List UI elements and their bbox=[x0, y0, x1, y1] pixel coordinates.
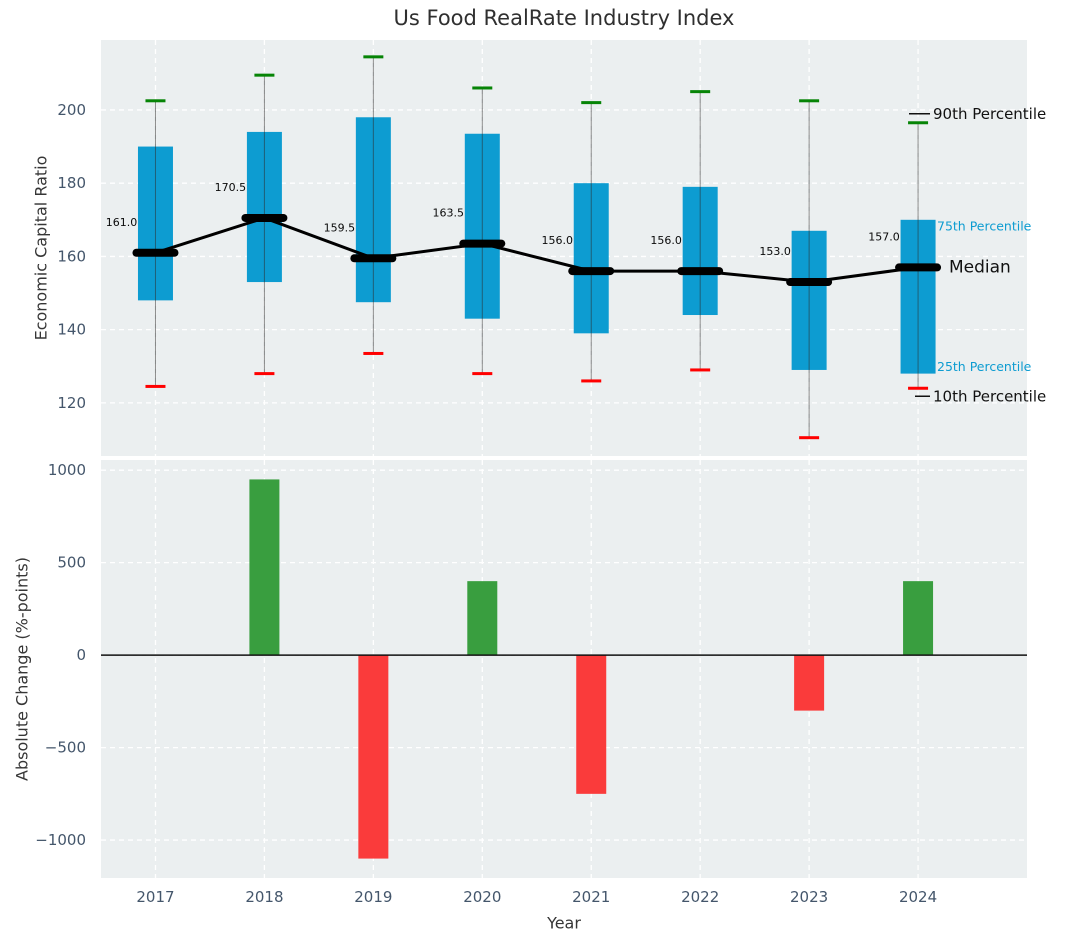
change-bar-2019 bbox=[358, 655, 389, 859]
median-value-label-2022: 156.0 bbox=[650, 234, 682, 247]
annotation-p75: 75th Percentile bbox=[937, 218, 1032, 233]
median-marker-2021 bbox=[568, 267, 615, 276]
xtick-label-2017: 2017 bbox=[136, 888, 174, 906]
change-bar-2024 bbox=[903, 581, 934, 656]
p10-cap-2018 bbox=[254, 372, 275, 376]
ytick-label-bottom-500: 500 bbox=[57, 554, 86, 572]
annotation-p25: 25th Percentile bbox=[937, 359, 1032, 374]
annotation-p10: 10th Percentile bbox=[933, 387, 1046, 405]
median-marker-2024 bbox=[895, 263, 942, 272]
median-marker-2022 bbox=[677, 267, 724, 276]
chart-title: Us Food RealRate Industry Index bbox=[393, 6, 735, 30]
p10-cap-2023 bbox=[799, 436, 820, 440]
p90-cap-2018 bbox=[254, 73, 275, 77]
median-marker-2018 bbox=[241, 213, 288, 222]
ytick-label-top-160: 160 bbox=[57, 247, 86, 265]
p90-cap-2023 bbox=[799, 99, 820, 103]
median-marker-2017 bbox=[132, 248, 179, 257]
bottom-axes-background bbox=[101, 460, 1027, 878]
median-marker-2019 bbox=[350, 254, 397, 263]
xtick-label-2023: 2023 bbox=[790, 888, 828, 906]
xtick-label-2019: 2019 bbox=[354, 888, 392, 906]
p90-cap-2019 bbox=[363, 55, 384, 59]
ytick-label-bottom-−500: −500 bbox=[45, 739, 86, 757]
xtick-label-2018: 2018 bbox=[245, 888, 283, 906]
median-marker-2020 bbox=[459, 239, 506, 248]
median-value-label-2020: 163.5 bbox=[433, 207, 465, 220]
change-bar-2023 bbox=[794, 655, 825, 711]
p10-cap-2019 bbox=[363, 351, 384, 355]
median-value-label-2023: 153.0 bbox=[759, 245, 791, 258]
xtick-label-2022: 2022 bbox=[681, 888, 719, 906]
p10-cap-2021 bbox=[581, 379, 602, 383]
xtick-label-2020: 2020 bbox=[463, 888, 501, 906]
p90-cap-2022 bbox=[690, 90, 711, 94]
median-marker-2023 bbox=[786, 278, 833, 287]
p10-cap-2020 bbox=[472, 372, 493, 376]
median-value-label-2017: 161.0 bbox=[106, 216, 138, 229]
p90-cap-2020 bbox=[472, 86, 493, 90]
ytick-label-bottom-−1000: −1000 bbox=[35, 831, 86, 849]
xtick-label-2021: 2021 bbox=[572, 888, 610, 906]
x-axis-label: Year bbox=[547, 913, 581, 933]
ytick-label-bottom-1000: 1000 bbox=[48, 461, 86, 479]
p90-cap-2024 bbox=[908, 121, 929, 125]
ytick-label-top-200: 200 bbox=[57, 101, 86, 119]
top-axes-background bbox=[101, 40, 1027, 456]
median-value-label-2024: 157.0 bbox=[868, 230, 900, 243]
ytick-label-top-180: 180 bbox=[57, 174, 86, 192]
p10-cap-2022 bbox=[690, 368, 711, 372]
change-bar-2018 bbox=[249, 479, 280, 656]
median-value-label-2021: 156.0 bbox=[541, 234, 573, 247]
xtick-label-2024: 2024 bbox=[899, 888, 937, 906]
median-value-label-2018: 170.5 bbox=[215, 181, 247, 194]
p10-cap-2017 bbox=[145, 384, 166, 388]
ytick-label-top-140: 140 bbox=[57, 321, 86, 339]
change-bar-2021 bbox=[576, 655, 607, 794]
p90-cap-2017 bbox=[145, 99, 166, 103]
p90-cap-2021 bbox=[581, 101, 602, 105]
p10-cap-2024 bbox=[908, 386, 929, 390]
ytick-label-bottom-0: 0 bbox=[76, 646, 86, 664]
median-value-label-2019: 159.5 bbox=[324, 221, 356, 234]
ytick-label-top-120: 120 bbox=[57, 394, 86, 412]
annotation-p90: 90th Percentile bbox=[933, 105, 1046, 123]
change-bar-2020 bbox=[467, 581, 498, 656]
annotation-median: Median bbox=[949, 257, 1011, 277]
